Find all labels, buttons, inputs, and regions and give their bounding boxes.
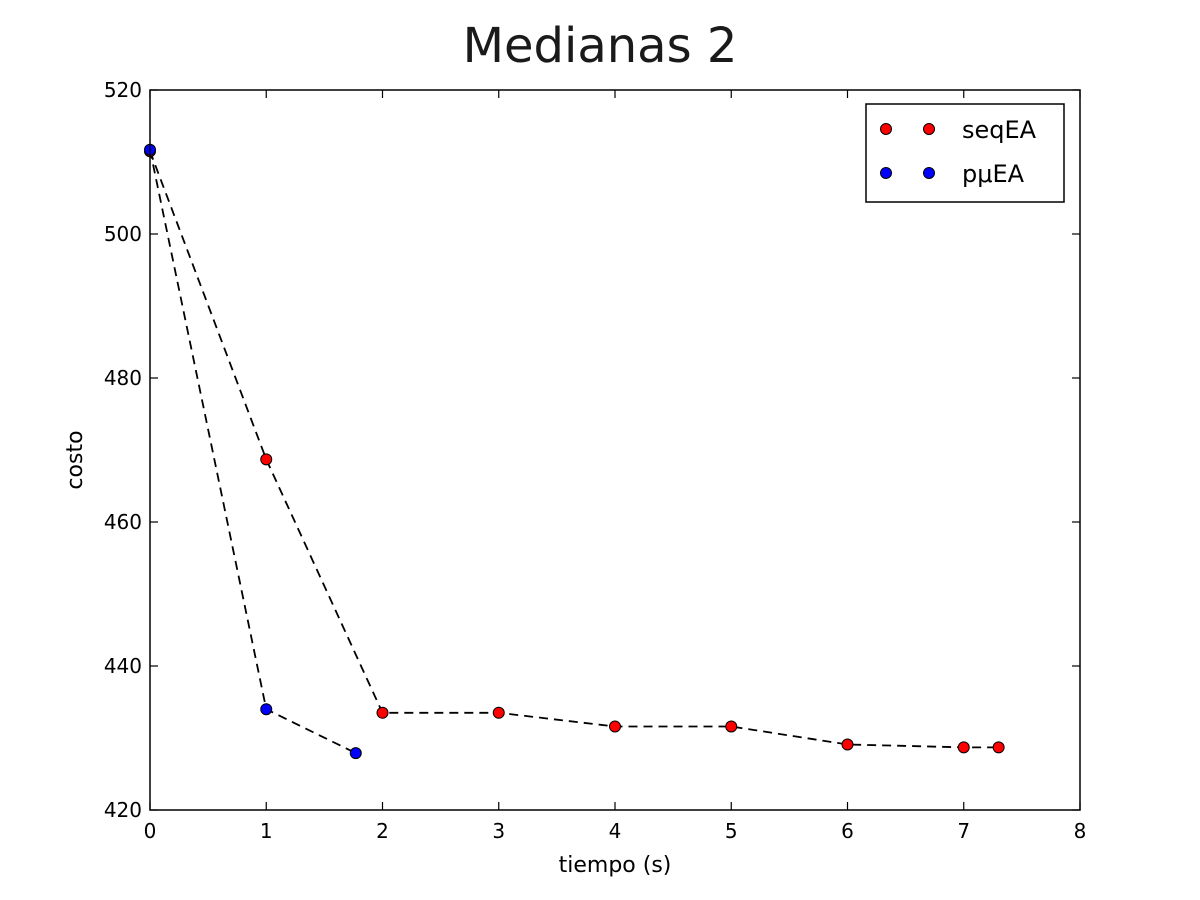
data-point-series-0 — [957, 741, 970, 754]
x-tick-label: 5 — [725, 819, 738, 843]
legend-label-puea: pμEA — [962, 160, 1025, 188]
legend-marker-seqea-2 — [923, 123, 935, 135]
data-point-series-0 — [841, 738, 854, 751]
x-tick-label: 3 — [492, 819, 505, 843]
y-tick-label: 520 — [104, 78, 142, 102]
y-tick-label: 440 — [104, 654, 142, 678]
x-tick-label: 0 — [144, 819, 157, 843]
x-tick-label: 6 — [841, 819, 854, 843]
x-axis-label: tiempo (s) — [559, 853, 672, 878]
x-tick-label: 8 — [1074, 819, 1087, 843]
legend-marker-puea-2 — [923, 167, 935, 179]
x-tick-label: 7 — [957, 819, 970, 843]
series-lines — [149, 149, 999, 754]
y-tick-label: 500 — [104, 222, 142, 246]
plot-frame — [149, 89, 1081, 811]
chart-title: Medianas 2 — [463, 18, 738, 74]
data-point-series-1 — [260, 703, 273, 716]
y-tick-label: 460 — [104, 510, 142, 534]
data-point-series-0 — [376, 706, 389, 719]
legend-label-seqea: seqEA — [962, 116, 1037, 144]
data-point-series-0 — [492, 706, 505, 719]
data-point-series-0 — [725, 720, 738, 733]
series-line-1 — [149, 149, 357, 754]
legend-box — [865, 103, 1065, 203]
axis-ticks: 0 1 2 3 4 5 6 7 8 420 440 460 480 500 520 — [104, 78, 1087, 843]
data-point-series-0 — [260, 453, 273, 466]
x-tick-label: 1 — [260, 819, 273, 843]
data-point-series-1 — [349, 747, 362, 760]
y-axis-label: costo — [63, 430, 88, 489]
data-point-series-0 — [992, 741, 1005, 754]
x-tick-label: 4 — [609, 819, 622, 843]
data-point-series-0 — [609, 720, 621, 733]
x-tick-label: 2 — [376, 819, 389, 843]
y-tick-label: 420 — [104, 798, 142, 822]
legend: seqEA pμEA — [865, 103, 1065, 203]
y-tick-label: 480 — [104, 366, 142, 390]
legend-marker-puea-1 — [880, 167, 892, 179]
series-line-0 — [149, 150, 999, 749]
legend-marker-seqea-1 — [880, 123, 892, 135]
series-markers — [144, 143, 1005, 760]
